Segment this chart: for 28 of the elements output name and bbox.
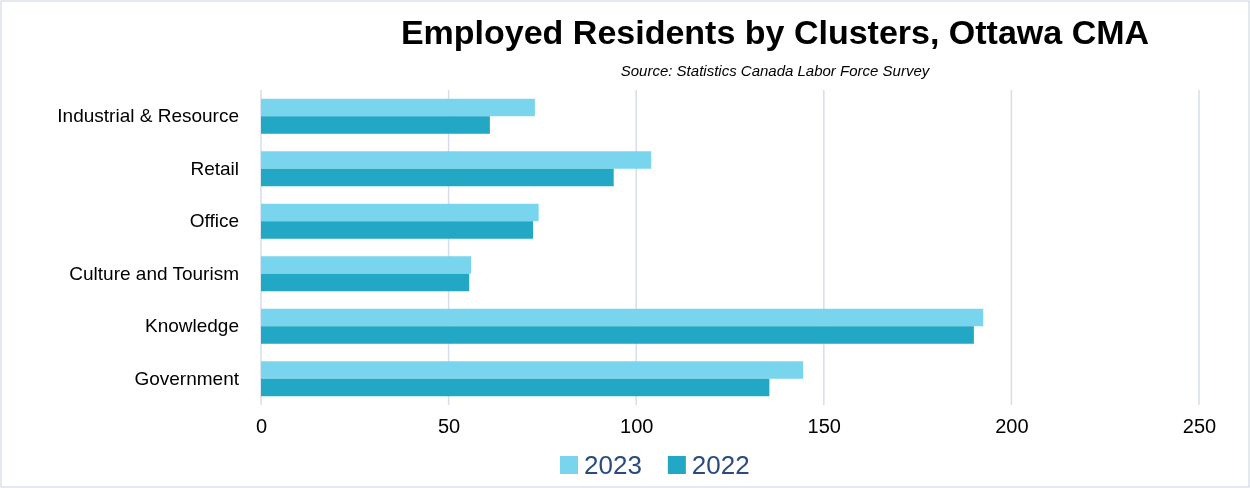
x-tick-label: 200 (995, 415, 1029, 438)
legend-label: 2023 (584, 450, 642, 480)
chart-subtitle: Source: Statistics Canada Labor Force Survey (620, 62, 931, 79)
bar (261, 203, 539, 222)
y-tick-label: Retail (190, 157, 239, 179)
x-tick-label: 150 (807, 415, 841, 438)
x-tick-label: 100 (620, 415, 654, 438)
y-tick-label: Knowledge (144, 315, 239, 337)
bar (261, 326, 974, 344)
legend-label: 2022 (691, 450, 750, 480)
y-tick-label: Industrial & Resource (57, 105, 239, 127)
bar (261, 221, 534, 239)
bar (261, 168, 614, 187)
bar (261, 256, 472, 274)
bar (261, 98, 535, 117)
bar (261, 361, 804, 379)
x-tick-label: 250 (1182, 415, 1217, 438)
y-tick-label: Office (189, 210, 239, 232)
bar (261, 116, 490, 134)
bar (261, 308, 984, 327)
bar (261, 378, 770, 397)
bar (261, 151, 652, 169)
chart-title: Employed Residents by Clusters, Ottawa CMA (400, 13, 1150, 51)
x-tick-label: 50 (437, 415, 461, 438)
bar (261, 273, 470, 292)
y-tick-label: Culture and Tourism (69, 262, 239, 284)
x-tick-label: 0 (255, 415, 268, 438)
y-tick-label: Government (134, 367, 240, 389)
